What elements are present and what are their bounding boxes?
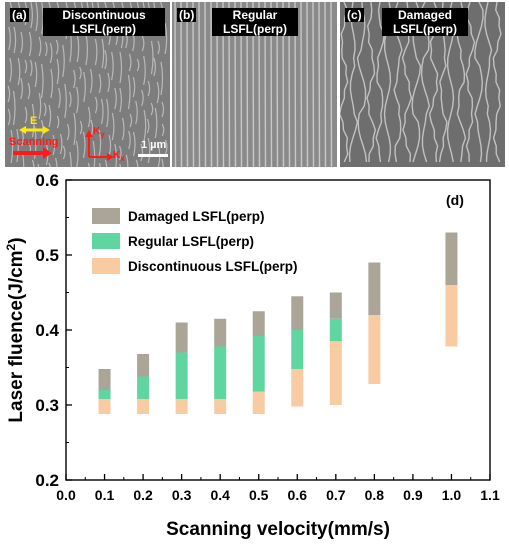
bar-discontinuous-0.7 xyxy=(329,341,342,405)
bar-discontinuous-0.8 xyxy=(368,315,381,384)
bar-damaged-0.1 xyxy=(98,369,111,390)
bar-regular-0.2 xyxy=(137,376,150,399)
bar-damaged-0.2 xyxy=(137,354,150,377)
panel-title-c-line1: Damaged xyxy=(397,8,453,22)
x-tick-label: 0.2 xyxy=(133,487,153,503)
sem-image-damaged: (c) Damaged LSFL(perp) xyxy=(340,2,505,167)
bar-damaged-0.4 xyxy=(214,318,227,347)
panel-title-b-line2: LSFL(perp) xyxy=(223,22,287,36)
kx-label: Kx xyxy=(113,150,125,163)
x-axis-label: Scanning velocity(mm/s) xyxy=(166,519,390,540)
panel-title-b: Regular LSFL(perp) xyxy=(212,8,298,36)
x-tick-label: 0.0 xyxy=(56,487,76,503)
scanning-label: Scanning xyxy=(9,136,59,148)
x-tick-label: 1.1 xyxy=(480,487,500,503)
bar-damaged-0.6 xyxy=(291,296,304,330)
bar-damaged-0.3 xyxy=(175,322,188,353)
legend-label-discontinuous: Discontinuous LSFL(perp) xyxy=(128,259,298,274)
x-tick-label: 0.8 xyxy=(365,487,385,503)
panel-title-c-line2: LSFL(perp) xyxy=(393,22,457,36)
bar-discontinuous-0.1 xyxy=(98,399,111,414)
bar-discontinuous-0.4 xyxy=(214,399,227,414)
bar-regular-0.4 xyxy=(214,346,227,399)
sem-image-discontinuous: (a) Discontinuous LSFL(perp) E Scanning … xyxy=(5,2,170,167)
scale-bar-label: 1 µm xyxy=(141,139,167,151)
bar-damaged-0.5 xyxy=(252,311,265,336)
legend-label-regular: Regular LSFL(perp) xyxy=(128,234,254,249)
ky-label: Ky xyxy=(93,126,105,139)
panel-title-a-line2: LSFL(perp) xyxy=(72,22,136,36)
sem-texture-c xyxy=(340,2,505,167)
plot-frame xyxy=(65,179,491,481)
y-axis-label: Laser fluence(J/cm2) xyxy=(4,237,27,422)
fluence-range-chart: 0.0 0.1 0.2 0.3 0.4 0.5 0.6 0.7 0.8 0.9 1.0 1.1 0.2… xyxy=(4,171,500,540)
bar-damaged-0.8 xyxy=(368,262,381,315)
x-axis-ticks: 0.0 0.1 0.2 0.3 0.4 0.5 0.6 0.7 0.8 0.9 1.0 1.1 xyxy=(56,474,500,503)
bar-damaged-1 xyxy=(445,232,458,285)
y-axis-ticks: 0.2 0.3 0.4 0.5 0.6 xyxy=(35,171,72,490)
sem-image-regular: (b) Regular LSFL(perp) xyxy=(172,2,337,167)
panel-title-b-line1: Regular xyxy=(232,8,278,22)
bar-regular-0.1 xyxy=(98,390,111,399)
bar-discontinuous-1 xyxy=(445,285,458,347)
legend: Damaged LSFL(perp) Regular LSFL(perp) Disc… xyxy=(92,208,298,274)
panel-title-a: Discontinuous LSFL(perp) xyxy=(43,8,165,36)
x-tick-label: 0.4 xyxy=(210,487,230,503)
bar-discontinuous-0.6 xyxy=(291,369,304,407)
x-tick-label: 0.1 xyxy=(95,487,115,503)
bar-discontinuous-0.5 xyxy=(252,391,265,414)
bar-damaged-0.7 xyxy=(329,292,342,319)
bars-group xyxy=(98,232,458,414)
e-field-label: E xyxy=(30,115,38,127)
legend-swatch-regular xyxy=(92,233,120,249)
y-tick-label: 0.5 xyxy=(35,246,59,265)
bar-discontinuous-0.2 xyxy=(137,399,150,414)
x-tick-label: 0.9 xyxy=(403,487,423,503)
bar-regular-0.3 xyxy=(175,352,188,399)
y-tick-label: 0.4 xyxy=(35,321,59,340)
y-tick-label: 0.3 xyxy=(35,396,59,415)
x-tick-label: 1.0 xyxy=(442,487,462,503)
x-tick-label: 0.7 xyxy=(326,487,346,503)
panel-title-a-line1: Discontinuous xyxy=(62,8,146,22)
x-tick-label: 0.6 xyxy=(288,487,308,503)
legend-swatch-discontinuous xyxy=(92,258,120,274)
panel-title-c: Damaged LSFL(perp) xyxy=(382,8,468,36)
legend-label-damaged: Damaged LSFL(perp) xyxy=(128,209,265,224)
panel-tag-c: (c) xyxy=(345,8,364,22)
panel-tag-b: (b) xyxy=(177,8,197,22)
bar-regular-0.6 xyxy=(291,330,304,369)
legend-swatch-damaged xyxy=(92,208,120,224)
panel-label-d: (d) xyxy=(446,192,464,208)
y-tick-label: 0.2 xyxy=(35,471,59,490)
panel-tag-a: (a) xyxy=(10,8,29,22)
y-tick-label: 0.6 xyxy=(35,171,59,190)
bar-discontinuous-0.3 xyxy=(175,399,188,414)
bar-regular-0.5 xyxy=(252,336,265,392)
x-tick-label: 0.3 xyxy=(172,487,192,503)
x-tick-label: 0.5 xyxy=(249,487,269,503)
bar-regular-0.7 xyxy=(329,318,342,342)
